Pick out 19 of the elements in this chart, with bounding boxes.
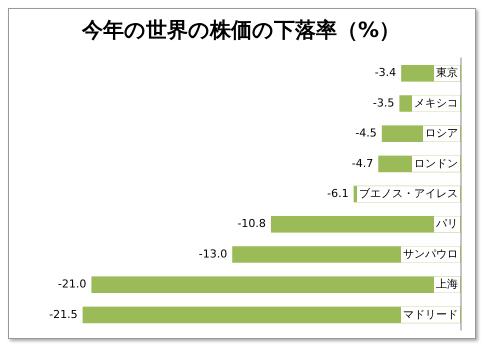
data-label: -10.8 xyxy=(237,217,266,230)
data-label: -4.5 xyxy=(355,126,377,140)
y-tick-label: マドリード xyxy=(403,308,458,321)
data-label: -21.5 xyxy=(49,308,78,321)
y-tick-label: パリ xyxy=(435,217,458,230)
chart-title: 今年の世界の株価の下落率（%） xyxy=(80,18,400,42)
y-tick-label: ロンドン xyxy=(414,156,458,170)
data-label: -21.0 xyxy=(58,278,86,291)
data-label: -4.7 xyxy=(352,156,374,170)
y-tick-label: サンパウロ xyxy=(403,247,458,260)
data-label: -6.1 xyxy=(327,186,349,200)
data-label: -13.0 xyxy=(198,247,228,260)
y-tick-label: メキシコ xyxy=(414,96,458,110)
y-tick-label: ブエノス・アイレス xyxy=(359,186,458,200)
data-label: -3.5 xyxy=(372,96,394,110)
data-label: -3.4 xyxy=(374,66,396,80)
y-tick-label: ロシア xyxy=(425,126,458,140)
y-tick-label: 上海 xyxy=(436,278,458,291)
y-tick-label: 東京 xyxy=(436,66,458,80)
